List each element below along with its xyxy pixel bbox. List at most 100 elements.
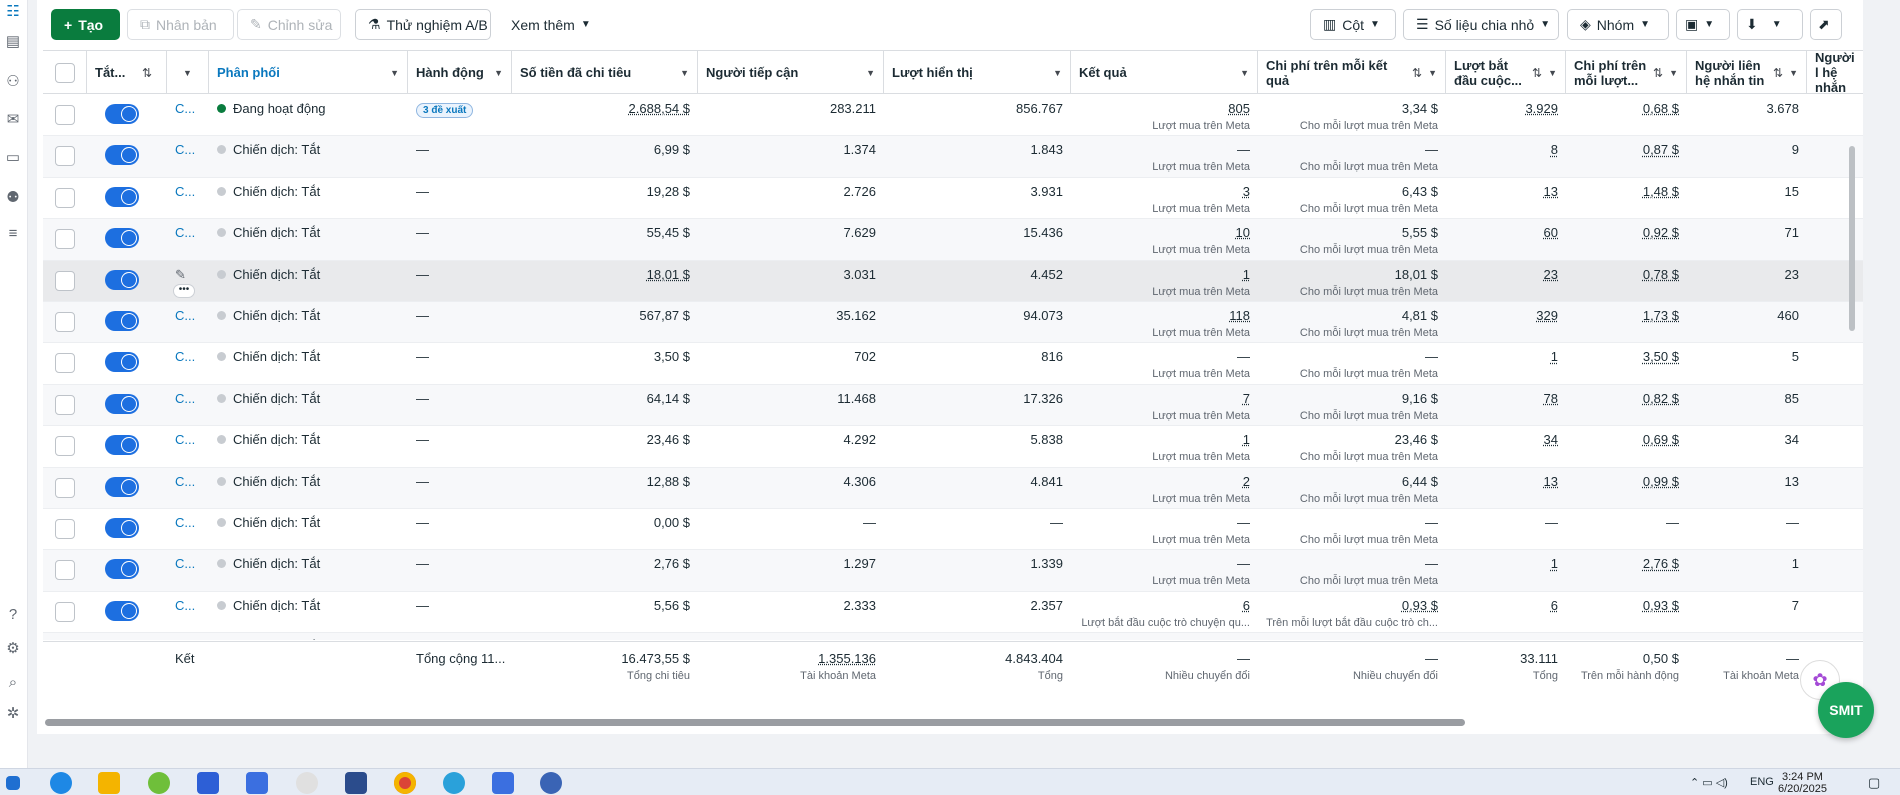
campaign-toggle[interactable] [105, 186, 139, 207]
campaign-name-cell[interactable]: C... [167, 385, 209, 426]
chart-view-button[interactable]: ⬈ [1810, 9, 1842, 40]
billing-card-icon[interactable]: ▭ [5, 149, 21, 166]
download-icon[interactable]: ⬇ [1746, 16, 1758, 32]
row-checkbox[interactable] [55, 105, 75, 125]
search-icon[interactable]: ⌕ [8, 673, 18, 691]
cost-per-start-value[interactable]: 2,76 $ [1642, 556, 1679, 572]
duplicate-button[interactable]: ⧉ Nhân bản [127, 9, 234, 40]
business-icon[interactable]: ⚉ [6, 189, 20, 206]
horizontal-scrollbar-thumb[interactable] [45, 719, 1465, 726]
campaign-name-link[interactable]: C... [175, 597, 196, 613]
smit-widget-button[interactable]: SMIT [1818, 682, 1874, 738]
windows-start-icon[interactable] [6, 776, 20, 790]
campaign-name-link[interactable]: C... [175, 101, 196, 116]
cost-per-start-value[interactable]: 0,82 $ [1642, 390, 1679, 406]
cost-per-start-value[interactable]: 0,35 $ [1643, 639, 1679, 640]
cost-per-start-value[interactable]: 3,50 $ [1642, 349, 1679, 365]
create-button[interactable]: + Tạo [51, 9, 120, 40]
table-row[interactable]: C... Chiến dịch: Tắt — 55,45 $ 7.629 15.436 10… [43, 219, 1863, 261]
campaign-name-link[interactable]: N... [175, 639, 195, 640]
row-checkbox[interactable] [55, 477, 75, 498]
campaign-name-cell[interactable]: N... [167, 633, 209, 640]
more-dropdown[interactable]: Xem thêm ▼ [498, 9, 598, 40]
bug-report-icon[interactable]: ✲ [6, 705, 20, 722]
conversation-starts-value[interactable]: 1 [1550, 556, 1558, 572]
cost-per-start-value[interactable]: 0,92 $ [1642, 225, 1679, 241]
zalo-icon[interactable] [296, 772, 318, 794]
header-delivery[interactable]: Phân phối ▼ [209, 51, 408, 94]
pages-icon[interactable]: ▤ [5, 33, 21, 50]
cost-per-start-value[interactable]: 1,73 $ [1642, 308, 1679, 323]
campaign-name-cell[interactable]: C... [167, 468, 209, 509]
more-options-icon[interactable]: ••• [173, 283, 195, 298]
vertical-scrollbar-thumb[interactable] [1849, 146, 1855, 331]
campaign-name-link[interactable]: C... [175, 142, 196, 158]
header-cost-per-result[interactable]: Chi phí trên mỗi kết quả ⇅ ▼ [1258, 51, 1446, 94]
campaign-name-cell[interactable]: C... [167, 509, 209, 550]
campaign-name-cell[interactable]: C... [167, 136, 209, 177]
conversation-starts-value[interactable]: 8 [1550, 142, 1558, 158]
app-x2-icon[interactable] [492, 772, 514, 794]
header-results[interactable]: Kết quả ▼ [1071, 51, 1258, 94]
columns-dropdown[interactable]: ▥ Cột ▼ [1310, 9, 1396, 40]
campaign-name-cell[interactable]: C... [167, 550, 209, 591]
row-checkbox[interactable] [55, 146, 75, 167]
edge-browser-icon[interactable] [50, 772, 72, 794]
telegram-icon[interactable] [443, 772, 465, 794]
results-value[interactable]: 118 [1229, 308, 1250, 323]
app-network-icon[interactable] [345, 772, 367, 794]
notification-icon[interactable]: ▢ [1868, 775, 1881, 790]
table-row[interactable]: C... Chiến dịch: Tắt — 23,46 $ 4.292 5.838 1 Lư… [43, 426, 1863, 468]
results-value[interactable]: 805 [1228, 101, 1250, 116]
cost-per-start-value[interactable]: 1,48 $ [1642, 183, 1679, 199]
conversation-starts-value[interactable]: 4 [1551, 639, 1558, 640]
row-checkbox[interactable] [55, 187, 75, 208]
chrome-icon[interactable] [394, 772, 416, 794]
edit-button[interactable]: ✎ Chỉnh sửa [237, 9, 341, 40]
header-cost-per-start[interactable]: Chi phí trên mỗi lượt... ⇅ ▼ [1566, 51, 1687, 94]
header-impressions[interactable]: Lượt hiển thị ▼ [884, 51, 1071, 94]
conversation-starts-value[interactable]: 6 [1550, 597, 1558, 613]
header-partial-column[interactable]: Người l hệ nhắn [1815, 51, 1855, 94]
campaign-toggle[interactable] [105, 435, 139, 456]
amount-spent-value[interactable]: 2.688,54 $ [628, 101, 690, 116]
sort-icon[interactable]: ⇅ [1653, 65, 1664, 80]
header-messaging-contacts[interactable]: Người liên hệ nhắn tin ⇅ ▼ [1687, 51, 1807, 94]
export-split-button[interactable]: ⬇ ▼ [1737, 9, 1803, 40]
header-onoff[interactable]: Tắt... ⇅ [87, 51, 167, 94]
table-row[interactable]: C... Chiến dịch: Tắt — 19,28 $ 2.726 3.931 3 Lư… [43, 178, 1863, 220]
horizontal-scrollbar[interactable] [45, 717, 1865, 727]
campaign-toggle[interactable] [105, 600, 139, 621]
table-row[interactable]: N... Chiến dịch: Tắt — 1,40 $ 2.320 2.336 413 0… [43, 633, 1863, 640]
header-actions[interactable]: Hành động ▼ [408, 51, 512, 94]
reports-dropdown[interactable]: ▣ ▼ [1676, 9, 1730, 40]
row-checkbox[interactable] [55, 394, 75, 415]
row-checkbox[interactable] [55, 601, 75, 622]
campaign-name-link[interactable]: C... [175, 515, 196, 530]
table-row[interactable]: C... Chiến dịch: Tắt — 6,99 $ 1.374 1.843 — Lượ… [43, 136, 1863, 178]
help-icon[interactable]: ? [8, 605, 18, 623]
header-amount-spent[interactable]: Số tiền đã chi tiêu ▼ [512, 51, 698, 94]
conversation-starts-value[interactable]: 3.929 [1525, 101, 1558, 116]
file-explorer-icon[interactable] [98, 772, 120, 794]
campaign-name-cell[interactable]: C... [167, 219, 209, 260]
amount-spent-value[interactable]: 18,01 $ [646, 266, 690, 282]
conversation-starts-value[interactable]: 60 [1543, 225, 1558, 241]
table-row[interactable]: ✎ ••• Chiến dịch: Tắt — 18,01 $ 3.031 4.452 1 Lư… [43, 260, 1863, 302]
row-checkbox[interactable] [55, 270, 75, 291]
results-value[interactable]: 1 [1242, 266, 1250, 282]
breakdown-dropdown[interactable]: ☰ Số liệu chia nhỏ ▼ [1403, 9, 1559, 40]
campaign-name-cell[interactable]: C... [167, 302, 209, 343]
results-value[interactable]: 413 [1228, 639, 1250, 640]
grid-menu-icon[interactable]: ☷ [6, 3, 20, 20]
conversation-starts-value[interactable]: 78 [1543, 390, 1558, 406]
campaign-toggle[interactable] [105, 393, 139, 414]
campaign-toggle[interactable] [105, 352, 139, 373]
campaign-name-link[interactable]: C... [175, 432, 196, 448]
audience-icon[interactable]: ⚇ [6, 73, 20, 90]
cost-per-start-value[interactable]: 0,78 $ [1642, 266, 1679, 282]
caret-down-icon[interactable]: ▼ [1771, 19, 1782, 30]
conversation-starts-value[interactable]: 329 [1536, 308, 1558, 323]
language-indicator[interactable]: ENG [1750, 776, 1774, 788]
results-value[interactable]: 7 [1242, 390, 1250, 406]
